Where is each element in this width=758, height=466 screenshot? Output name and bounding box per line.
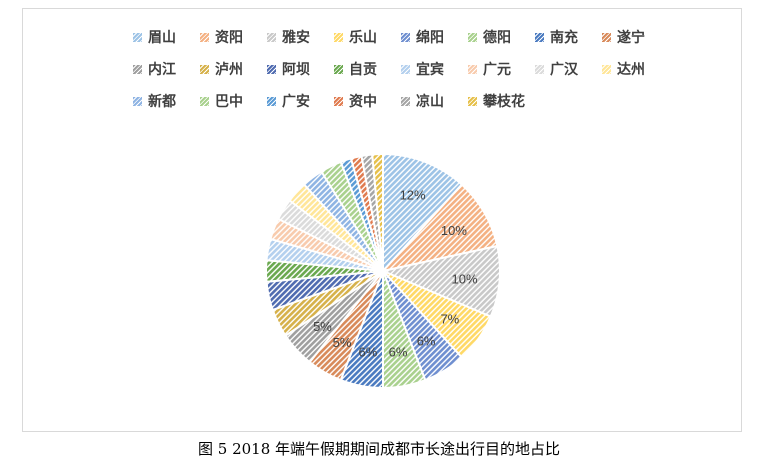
- legend-item: 资中: [334, 91, 377, 111]
- legend-item: 达州: [602, 59, 645, 79]
- legend-label: 南充: [550, 30, 578, 46]
- slice-data-label: 6%: [389, 345, 408, 360]
- legend-item: 宜宾: [401, 59, 444, 79]
- legend-item: 乐山: [334, 27, 377, 47]
- legend-item: 南充: [535, 27, 578, 47]
- legend-label: 绵阳: [416, 30, 444, 46]
- legend-label: 广安: [282, 94, 310, 110]
- legend-item: 绵阳: [401, 27, 444, 47]
- legend-swatch: [133, 64, 142, 74]
- chart-frame: 眉山 资阳 雅安 乐山 绵阳 德阳 南充 遂宁内江 泸州 阿坝 自贡 宜宾 广元 广汉 达州新都 巴中 广安 资中…: [22, 8, 742, 432]
- legend-swatch: [401, 64, 410, 74]
- slice-data-label: 12%: [400, 188, 426, 203]
- legend-label: 泸州: [215, 62, 243, 78]
- legend-item: 泸州: [200, 59, 243, 79]
- legend-label: 攀枝花: [483, 94, 525, 110]
- legend-label: 巴中: [215, 94, 243, 110]
- legend-item: 广安: [267, 91, 310, 111]
- legend-swatch: [200, 64, 209, 74]
- slice-data-label: 7%: [440, 311, 459, 326]
- figure-caption: 图 5 2018 年端午假期期间成都市长途出行目的地占比: [197, 440, 561, 458]
- legend-swatch: [535, 64, 544, 74]
- slice-data-label: 6%: [417, 334, 436, 349]
- legend-label: 自贡: [349, 62, 377, 78]
- legend-label: 新都: [148, 94, 176, 110]
- slice-data-label: 10%: [452, 272, 478, 287]
- legend-swatch: [133, 32, 142, 42]
- legend-swatch: [468, 96, 477, 106]
- legend-label: 达州: [617, 62, 645, 78]
- legend-label: 阿坝: [282, 62, 310, 78]
- legend-label: 德阳: [483, 30, 511, 46]
- legend-label: 资中: [349, 94, 377, 110]
- legend-swatch: [535, 32, 544, 42]
- legend-swatch: [468, 64, 477, 74]
- legend-swatch: [602, 64, 611, 74]
- legend-item: 遂宁: [602, 27, 645, 47]
- slice-data-label: 5%: [313, 319, 332, 334]
- legend-item: 眉山: [133, 27, 176, 47]
- slice-data-label: 10%: [441, 223, 467, 238]
- legend-swatch: [468, 32, 477, 42]
- legend-swatch: [401, 32, 410, 42]
- legend-swatch: [267, 32, 276, 42]
- pie-chart: 12% 10% 10% 7% 6% 6% 6% 5%5%: [265, 152, 501, 390]
- legend-label: 资阳: [215, 30, 243, 46]
- legend-swatch: [401, 96, 410, 106]
- legend-item: 阿坝: [267, 59, 310, 79]
- pie-slice: [371, 152, 384, 272]
- legend-label: 眉山: [148, 30, 176, 46]
- legend-item: 自贡: [334, 59, 377, 79]
- legend-swatch: [602, 32, 611, 42]
- legend-label: 凉山: [416, 94, 444, 110]
- legend-item: 内江: [133, 59, 176, 79]
- legend-item: 资阳: [200, 27, 243, 47]
- legend-swatch: [133, 96, 142, 106]
- legend-item: 新都: [133, 91, 176, 111]
- legend-item: 巴中: [200, 91, 243, 111]
- legend-item: 雅安: [267, 27, 310, 47]
- legend-label: 宜宾: [416, 62, 444, 78]
- legend-swatch: [200, 32, 209, 42]
- legend-label: 乐山: [349, 30, 377, 46]
- legend-item: 攀枝花: [468, 91, 525, 111]
- legend-label: 广元: [483, 62, 511, 78]
- slice-data-label: 5%: [333, 335, 352, 350]
- legend-item: 广元: [468, 59, 511, 79]
- pie-slice: [382, 152, 464, 274]
- legend-swatch: [334, 96, 343, 106]
- legend-label: 雅安: [282, 30, 310, 46]
- legend-swatch: [334, 64, 343, 74]
- legend-label: 广汉: [550, 62, 578, 78]
- legend-label: 遂宁: [617, 30, 645, 46]
- legend-item: 广汉: [535, 59, 578, 79]
- legend-item: 德阳: [468, 27, 511, 47]
- legend-swatch: [334, 32, 343, 42]
- legend-item: 凉山: [401, 91, 444, 111]
- legend-swatch: [200, 96, 209, 106]
- legend-label: 内江: [148, 62, 176, 78]
- legend-swatch: [267, 64, 276, 74]
- slice-data-label: 6%: [359, 345, 378, 360]
- legend-swatch: [267, 96, 276, 106]
